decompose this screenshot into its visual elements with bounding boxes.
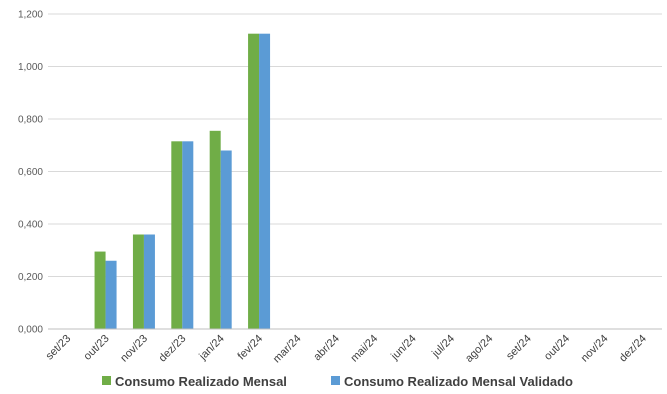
y-tick-label: 1,200 — [18, 10, 43, 21]
x-tick-label: out/24 — [542, 333, 572, 363]
y-tick-label: 0,000 — [18, 325, 43, 336]
x-tick-label: jan/24 — [196, 333, 226, 363]
bar-realizado — [209, 130, 221, 329]
x-tick-label: set/24 — [504, 333, 534, 363]
legend-swatch — [331, 376, 340, 385]
x-tick-label: nov/24 — [579, 333, 611, 365]
bar-realizado — [94, 251, 106, 329]
legend-label: Consumo Realizado Mensal Validado — [344, 374, 573, 389]
x-tick-label: set/23 — [44, 333, 74, 363]
x-tick-label: jul/24 — [429, 333, 457, 361]
x-tick-label: dez/24 — [617, 333, 649, 365]
bar-validado — [182, 141, 194, 329]
y-tick-label: 0,400 — [18, 220, 43, 231]
gridlines — [48, 13, 662, 277]
y-tick-label: 0,600 — [18, 167, 43, 178]
bar-realizado — [132, 234, 144, 329]
x-tick-label: abr/24 — [311, 333, 342, 364]
bar-validado — [105, 260, 117, 329]
legend-swatch — [102, 376, 111, 385]
bars — [94, 33, 271, 329]
x-tick-label: nov/23 — [118, 333, 150, 365]
bar-validado — [143, 234, 155, 329]
x-tick-label: dez/23 — [157, 333, 189, 365]
legend: Consumo Realizado Mensal Consumo Realizad… — [102, 374, 573, 389]
x-tick-label: fev/24 — [236, 333, 266, 363]
x-tick-label: jun/24 — [388, 333, 418, 363]
x-tick-label: mar/24 — [271, 333, 304, 366]
bar-validado — [259, 33, 271, 329]
y-tick-label: 0,800 — [18, 115, 43, 126]
bar-realizado — [248, 33, 260, 329]
y-tick-label: 0,200 — [18, 272, 43, 283]
x-tick-label: ago/24 — [463, 333, 495, 365]
y-tick-label: 1,000 — [18, 62, 43, 73]
x-tick-label: out/23 — [82, 333, 112, 363]
legend-label: Consumo Realizado Mensal — [115, 374, 287, 389]
bar-realizado — [171, 141, 183, 329]
x-tick-label: mai/24 — [348, 333, 380, 365]
bar-validado — [220, 150, 232, 329]
